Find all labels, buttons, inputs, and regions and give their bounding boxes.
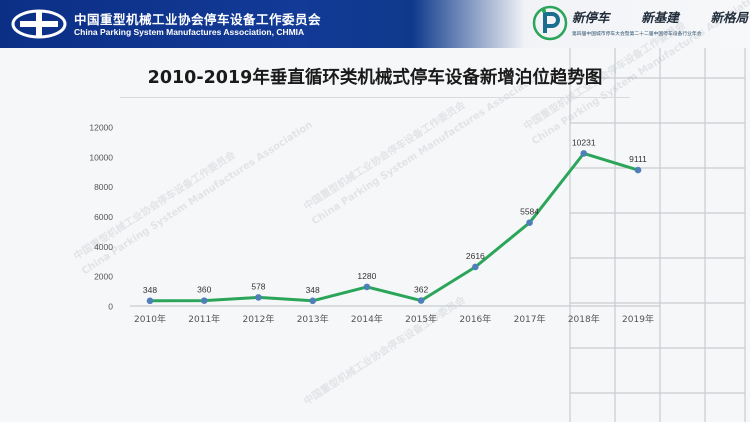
data-point — [417, 297, 425, 304]
x-tick-label: 2018年 — [568, 313, 600, 325]
title-divider — [120, 97, 630, 98]
y-tick-label: 8000 — [94, 182, 113, 192]
association-name-cn: 中国重型机械工业协会停车设备工作委员会 — [74, 12, 322, 27]
header-banner: 中国重型机械工业协会停车设备工作委员会 China Parking System… — [0, 0, 750, 48]
x-tick-label: 2014年 — [351, 313, 383, 325]
y-tick-label: 10000 — [89, 152, 113, 162]
data-point — [472, 263, 479, 271]
data-label: 2616 — [466, 251, 485, 261]
y-axis-ticks: 0 2000 4000 6000 8000 10000 12000 — [89, 123, 113, 312]
data-label: 348 — [143, 285, 157, 295]
y-tick-label: 2000 — [94, 272, 113, 282]
x-tick-label: 2017年 — [514, 313, 546, 325]
chart-title: 2010-2019年垂直循环类机械式停车设备新增泊位趋势图 — [147, 68, 603, 88]
x-tick-label: 2012年 — [242, 313, 274, 325]
data-point — [526, 219, 533, 227]
data-label: 10231 — [572, 137, 596, 147]
association-name-en: China Parking System Manufactures Associ… — [74, 27, 305, 37]
parking-p-logo-icon — [532, 5, 568, 41]
data-label: 5584 — [520, 207, 539, 217]
data-label: 360 — [197, 285, 211, 295]
data-label: 578 — [251, 281, 265, 291]
y-tick-label: 6000 — [94, 212, 113, 222]
x-tick-label: 2015年 — [405, 313, 437, 325]
data-point — [146, 297, 154, 305]
data-point — [200, 297, 208, 304]
x-tick-label: 2010年 — [134, 313, 166, 325]
slogan-group: 新停车 新基建 新格局 — [572, 7, 748, 26]
slogan-3: 新格局 — [710, 10, 748, 25]
x-axis-ticks: 2010年 2011年 2012年 2013年 2014年 2015年 2016年 2017年… — [134, 313, 654, 325]
data-point — [580, 150, 588, 157]
conference-subtitle: 第四届中国城市停车大会暨第二十二届中国停车设备行业年会 — [572, 32, 702, 37]
data-point — [634, 166, 642, 174]
y-tick-label: 0 — [108, 302, 113, 312]
x-tick-label: 2013年 — [297, 313, 329, 325]
data-labels: 348 360 578 348 1280 362 2616 5584 10231 9111 — [143, 137, 647, 294]
slogan-1: 新停车 — [572, 10, 610, 25]
data-label: 362 — [414, 285, 428, 295]
slogan-2: 新基建 — [641, 10, 679, 25]
data-point — [255, 294, 262, 301]
y-tick-label: 4000 — [94, 242, 113, 252]
series-group — [146, 150, 642, 305]
data-label: 9111 — [629, 154, 647, 164]
x-tick-label: 2011年 — [188, 313, 220, 325]
x-tick-label: 2019年 — [622, 313, 654, 325]
data-label: 348 — [306, 285, 320, 295]
association-logo-icon — [11, 9, 67, 39]
series-line — [149, 151, 639, 303]
data-point — [363, 283, 371, 291]
x-tick-label: 2016年 — [459, 313, 491, 325]
y-tick-label: 12000 — [89, 123, 113, 133]
data-label: 1280 — [357, 271, 376, 281]
background-parking-racks — [569, 48, 746, 422]
data-point — [309, 297, 316, 305]
